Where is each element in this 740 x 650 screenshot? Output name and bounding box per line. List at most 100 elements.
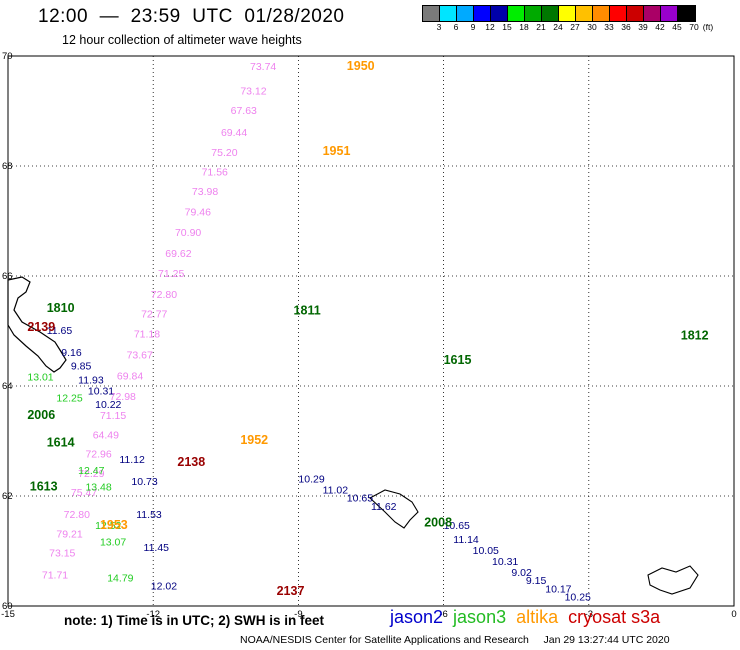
legend-tick-label: 24: [553, 22, 563, 32]
wave-height-label: 72.96: [85, 449, 111, 461]
wave-height-label: 73.15: [49, 548, 75, 560]
wave-height-label: 10.25: [565, 592, 591, 604]
wave-height-label: 12.47: [78, 465, 104, 477]
legend-tick-label: 18: [519, 22, 529, 32]
x-tick-label: -9: [294, 609, 302, 620]
x-tick-label: -3: [585, 609, 593, 620]
time-label: 1811: [294, 304, 321, 318]
wave-height-label: 11.65: [47, 325, 73, 337]
credit-line: NOAA/NESDIS Center for Satellite Applica…: [240, 634, 670, 646]
wave-height-label: 10.73: [131, 476, 157, 488]
wave-height-label: 11.93: [78, 374, 104, 386]
time-label: 2139: [27, 320, 55, 334]
wave-height-label: 10.05: [473, 545, 499, 557]
wave-height-label: 11.45: [144, 542, 170, 554]
time-labels: 1950 1951 1952 1953 1811 1810 1812 1615 1614 1613…: [27, 59, 708, 598]
legend-tick-label: 12: [485, 22, 495, 32]
legend-swatch: [474, 6, 491, 21]
wave-height-label: 10.17: [545, 583, 571, 595]
wave-height-label: 14.79: [107, 572, 133, 584]
wave-height-label: 72.77: [141, 308, 167, 320]
x-tick-label: -15: [1, 609, 15, 620]
wave-height-label: 75.47: [71, 487, 97, 499]
satellite-legend: jason2 jason3 altika cryosat s3a: [390, 607, 670, 628]
satellite-legend-altika: altika: [516, 607, 559, 627]
x-tick-label: 0: [731, 609, 736, 620]
y-tick-label: 70: [2, 51, 13, 62]
time-label: 1953: [100, 518, 128, 532]
time-label: 2008: [424, 515, 452, 529]
wave-height-label: 10.65: [347, 493, 373, 505]
wave-height-label: 13.48: [85, 482, 111, 494]
legend-tick-label: 6: [453, 22, 459, 32]
wave-height-label: 73.12: [240, 86, 266, 98]
time-label: 1952: [240, 433, 268, 447]
legend-tick-label: 27: [570, 22, 580, 32]
wave-height-label: 67.63: [231, 105, 257, 117]
wave-height-label: 69.44: [221, 127, 247, 139]
wave-height-label: 12.25: [56, 392, 82, 404]
shetland-islands: [647, 565, 699, 595]
faroe-islands: [369, 489, 419, 529]
wave-height-label: 71.71: [42, 570, 68, 582]
time-label: 1613: [30, 480, 58, 494]
legend-swatch: [440, 6, 457, 21]
footer-note: note: 1) Time is in UTC; 2) SWH is in fe…: [64, 613, 325, 628]
track-cryosat: 73.74 73.12 67.63 69.44 75.20 71.56 73.98 79.46…: [42, 61, 277, 582]
wave-height-label: 73.67: [127, 350, 153, 362]
wave-height-label: 10.29: [298, 473, 324, 485]
wave-height-label: 10.31: [492, 556, 518, 568]
wave-height-label: 10.65: [444, 520, 470, 532]
wave-height-label: 71.18: [134, 329, 160, 341]
map-subtitle: 12 hour collection of altimeter wave hei…: [62, 33, 302, 47]
legend-swatch: [661, 6, 678, 21]
legend-tick-label: 39: [638, 22, 648, 32]
legend-tick-label: 15: [502, 22, 512, 32]
time-label: 1951: [323, 144, 351, 158]
time-label: 2137: [277, 584, 305, 598]
wave-height-label: 79.21: [56, 528, 82, 540]
time-label: 1810: [47, 301, 75, 315]
wave-height-label: 13.07: [100, 537, 126, 549]
wave-height-label: 9.02: [511, 567, 532, 579]
legend-swatch: [491, 6, 508, 21]
coastline: [7, 276, 699, 595]
map-title: 12:00 — 23:59 UTC 01/28/2020: [38, 6, 345, 27]
y-tick-label: 60: [2, 601, 13, 612]
satellite-legend-jason3: jason3: [453, 607, 507, 627]
wave-height-label: 71.56: [202, 166, 228, 178]
legend-unit: (ft): [702, 22, 714, 32]
legend-swatch: [525, 6, 542, 21]
wave-height-label: 11.62: [371, 501, 397, 513]
wave-height-label: 73.98: [192, 186, 218, 198]
altimeter-tracks: 73.74 73.12 67.63 69.44 75.20 71.56 73.98 79.46…: [27, 61, 591, 604]
time-label: 1812: [681, 328, 709, 342]
legend-tick-label: 21: [536, 22, 546, 32]
legend-tick-label: 42: [655, 22, 665, 32]
wave-height-label: 11.02: [323, 484, 349, 496]
legend-tick-label: 9: [470, 22, 476, 32]
legend-swatch: [593, 6, 610, 21]
wave-height-label: 72.29: [78, 468, 104, 480]
y-tick-label: 64: [2, 381, 13, 392]
wave-height-label: 69.62: [165, 248, 191, 260]
wave-height-label: 9.15: [526, 575, 547, 587]
y-tick-label: 62: [2, 491, 13, 502]
legend-swatch: [627, 6, 644, 21]
time-label: 1950: [347, 59, 375, 73]
legend-tick-label: 45: [672, 22, 682, 32]
time-label: 1614: [47, 436, 75, 450]
wave-height-label: 71.25: [158, 268, 184, 280]
wave-height-label: 70.90: [175, 227, 201, 239]
time-label: 2138: [177, 455, 205, 469]
wave-height-label: 73.74: [250, 61, 276, 73]
wave-height-label: 13.01: [27, 372, 53, 384]
x-tick-label: -6: [439, 609, 447, 620]
wave-height-label: 9.16: [61, 347, 82, 359]
wave-height-label: 9.85: [71, 361, 92, 373]
legend-swatch: [457, 6, 474, 21]
legend-swatch: [576, 6, 593, 21]
satellite-legend-cryosat: cryosat s3a: [568, 607, 661, 627]
